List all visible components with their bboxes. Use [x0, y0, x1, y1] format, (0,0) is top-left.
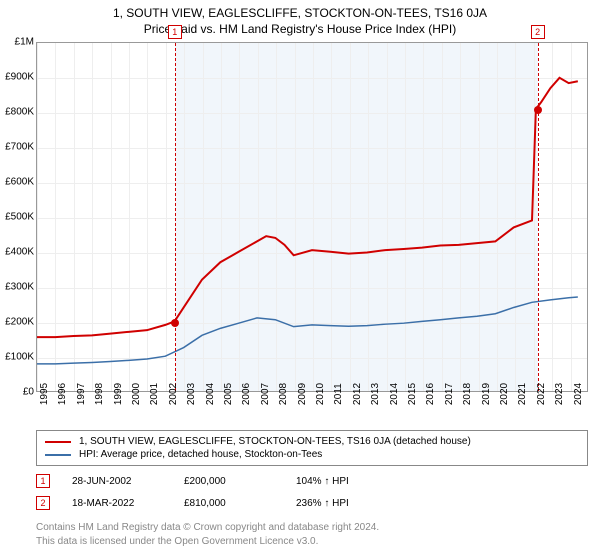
legend-swatch: [45, 441, 71, 443]
sale-marker-box: 1: [36, 474, 50, 488]
legend-swatch: [45, 454, 71, 456]
sale-date: 18-MAR-2022: [72, 498, 162, 509]
x-axis-tick: 2005: [223, 383, 234, 405]
series-subject_property: [37, 78, 578, 337]
legend-item: 1, SOUTH VIEW, EAGLESCLIFFE, STOCKTON-ON…: [45, 435, 579, 448]
x-axis-tick: 2006: [241, 383, 252, 405]
x-axis-tick: 2024: [573, 383, 584, 405]
y-axis-tick: £300K: [5, 282, 34, 293]
x-axis-tick: 2022: [536, 383, 547, 405]
x-axis-tick: 2009: [297, 383, 308, 405]
sale-date: 28-JUN-2002: [72, 476, 162, 487]
chart-title-address: 1, SOUTH VIEW, EAGLESCLIFFE, STOCKTON-ON…: [0, 6, 600, 20]
sale-marker-dot: [171, 319, 179, 327]
legend-label: HPI: Average price, detached house, Stoc…: [79, 449, 322, 460]
sale-marker-label: 2: [531, 25, 545, 39]
x-axis-tick: 2012: [352, 383, 363, 405]
sale-pct: 104% ↑ HPI: [296, 476, 349, 487]
sale-vline: [538, 43, 539, 391]
x-axis-tick: 2007: [260, 383, 271, 405]
sale-pct: 236% ↑ HPI: [296, 498, 349, 509]
legend-label: 1, SOUTH VIEW, EAGLESCLIFFE, STOCKTON-ON…: [79, 436, 471, 447]
sale-price: £810,000: [184, 498, 274, 509]
x-axis-tick: 2015: [407, 383, 418, 405]
x-axis-tick: 2004: [205, 383, 216, 405]
x-axis-tick: 2020: [499, 383, 510, 405]
y-axis-tick: £800K: [5, 107, 34, 118]
y-axis-tick: £200K: [5, 317, 34, 328]
x-axis-tick: 1997: [76, 383, 87, 405]
x-axis-tick: 2003: [186, 383, 197, 405]
y-axis-tick: £700K: [5, 142, 34, 153]
sale-price: £200,000: [184, 476, 274, 487]
x-axis-tick: 2014: [389, 383, 400, 405]
y-axis-tick: £400K: [5, 247, 34, 258]
x-axis-tick: 2000: [131, 383, 142, 405]
footer-copyright: Contains HM Land Registry data © Crown c…: [36, 522, 588, 533]
x-axis-tick: 2011: [333, 383, 344, 405]
sale-marker-dot: [534, 106, 542, 114]
y-axis-tick: £500K: [5, 212, 34, 223]
sale-marker-label: 1: [168, 25, 182, 39]
x-axis-tick: 2010: [315, 383, 326, 405]
x-axis-tick: 1999: [113, 383, 124, 405]
x-axis-tick: 2008: [278, 383, 289, 405]
y-axis-tick: £900K: [5, 72, 34, 83]
chart-subtitle: Price paid vs. HM Land Registry's House …: [0, 22, 600, 36]
sale-vline: [175, 43, 176, 391]
x-axis-tick: 2023: [554, 383, 565, 405]
footer-license: This data is licensed under the Open Gov…: [36, 536, 588, 547]
x-axis-tick: 2019: [481, 383, 492, 405]
x-axis-tick: 2021: [517, 383, 528, 405]
x-axis-tick: 2018: [462, 383, 473, 405]
sale-record: 2 18-MAR-2022 £810,000 236% ↑ HPI: [36, 496, 588, 510]
sale-record: 1 28-JUN-2002 £200,000 104% ↑ HPI: [36, 474, 588, 488]
chart-lines: [37, 43, 587, 391]
y-axis-tick: £600K: [5, 177, 34, 188]
x-axis-tick: 2017: [444, 383, 455, 405]
series-hpi: [37, 297, 578, 364]
y-axis-tick: £0: [23, 387, 34, 398]
x-axis-tick: 2002: [168, 383, 179, 405]
x-axis-tick: 2001: [149, 383, 160, 405]
x-axis-tick: 2013: [370, 383, 381, 405]
y-axis-tick: £100K: [5, 352, 34, 363]
x-axis-tick: 2016: [425, 383, 436, 405]
chart-legend: 1, SOUTH VIEW, EAGLESCLIFFE, STOCKTON-ON…: [36, 430, 588, 466]
y-axis-tick: £1M: [15, 37, 34, 48]
chart-plot-area: 12: [36, 42, 588, 392]
x-axis-tick: 1998: [94, 383, 105, 405]
x-axis-tick: 1996: [57, 383, 68, 405]
legend-item: HPI: Average price, detached house, Stoc…: [45, 448, 579, 461]
sale-marker-box: 2: [36, 496, 50, 510]
x-axis-tick: 1995: [39, 383, 50, 405]
